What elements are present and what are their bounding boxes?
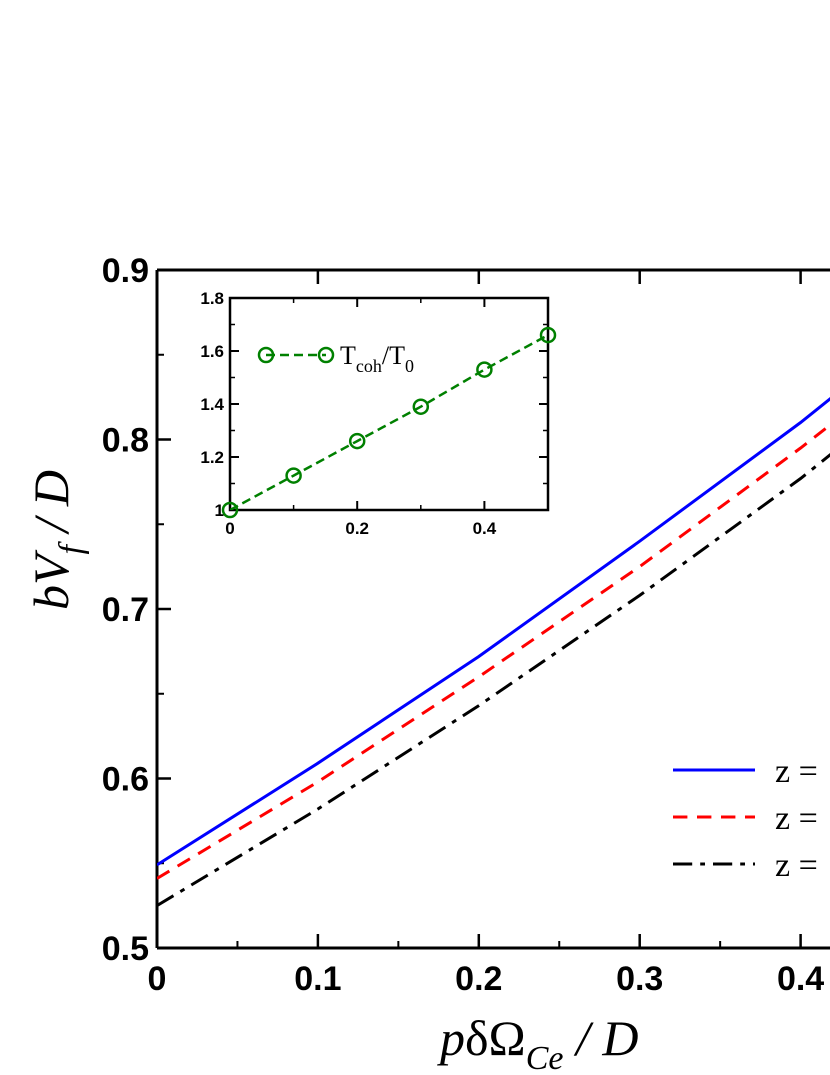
main-plot-area: 0 0.1 0.2 0.3 0.4 0.5 0.6 0.7 0.8 0.9 (102, 252, 830, 998)
inset-background (230, 298, 548, 510)
inset-data-point (476, 361, 493, 378)
inset-data-point (348, 432, 366, 450)
y-tick-label: 0.9 (102, 252, 149, 290)
y-tick-label: 0.7 (102, 591, 149, 629)
inset-y-tick-label: 1 (215, 501, 224, 520)
series-line-3 (157, 453, 830, 907)
legend-label-2: z = (775, 800, 818, 837)
inset-plot-area: 0 0.2 0.4 1 1.2 1.4 1.6 1.8 (200, 289, 557, 538)
inset-data-point (539, 326, 557, 344)
x-tick-label: 0.2 (455, 960, 502, 998)
inset-data-point (285, 467, 302, 484)
y-tick-label: 0.5 (102, 930, 149, 968)
inset-legend-label: Tcoh/T0 (340, 341, 414, 376)
inset-legend-marker (257, 346, 275, 364)
inset-data-point (221, 501, 239, 519)
inset-x-tick-label: 0 (225, 519, 234, 538)
inset-legend-marker (317, 346, 335, 364)
series-line-2 (157, 423, 830, 880)
x-tick-label: 0 (148, 960, 167, 998)
y-tick-label: 0.6 (102, 761, 149, 799)
x-axis-title: pδΩCe / D (437, 1010, 639, 1075)
x-tick-label: 0.1 (294, 960, 341, 998)
legend-label-1: z = (775, 753, 818, 790)
legend-label-3: z = (775, 847, 818, 884)
inset-x-tick-label: 0.2 (345, 519, 369, 538)
inset-x-tick-label: 0.4 (473, 519, 497, 538)
x-tick-label: 0.4 (777, 960, 824, 998)
main-legend: z = z = z = (673, 753, 818, 884)
series-line-1 (157, 397, 830, 867)
inset-y-tick-label: 1.2 (200, 448, 224, 467)
y-axis-title: bVf / D (23, 470, 90, 610)
y-tick-label: 0.8 (102, 422, 149, 460)
inset-series-group (230, 334, 548, 510)
inset-series-line (230, 334, 548, 510)
inset-legend: Tcoh/T0 (257, 341, 414, 376)
x-tick-label: 0.3 (616, 960, 663, 998)
main-series-group (157, 397, 830, 907)
inset-y-tick-label: 1.8 (200, 289, 224, 308)
inset-y-tick-label: 1.4 (200, 395, 224, 414)
inset-data-point (412, 398, 430, 415)
inset-y-tick-label: 1.6 (200, 342, 224, 361)
